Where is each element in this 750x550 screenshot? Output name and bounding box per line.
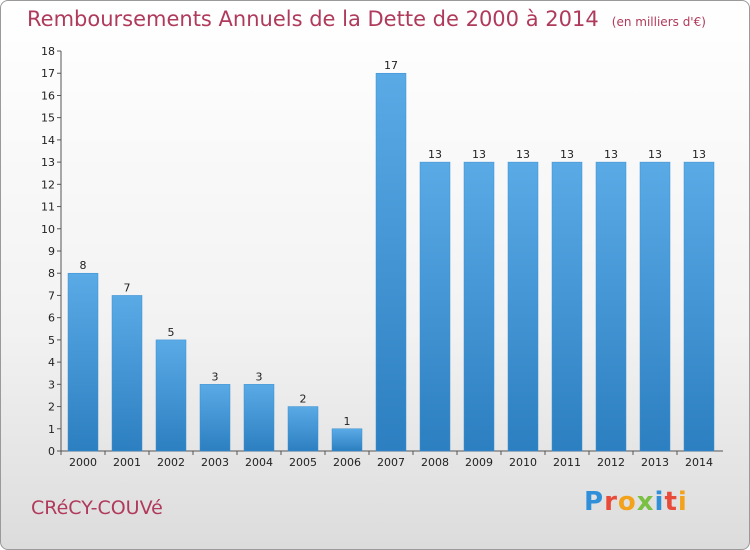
bar-value-label: 17 — [384, 59, 398, 72]
y-tick-label: 0 — [48, 445, 55, 458]
bar-value-label: 13 — [692, 148, 706, 161]
x-tick-label: 2006 — [333, 456, 361, 469]
y-tick-label: 16 — [41, 89, 55, 102]
bar-value-label: 13 — [604, 148, 618, 161]
bar — [639, 161, 671, 452]
x-tick-label: 2013 — [641, 456, 669, 469]
bar-value-label: 13 — [648, 148, 662, 161]
x-tick-label: 2001 — [113, 456, 141, 469]
y-tick-label: 9 — [48, 245, 55, 258]
bar-value-label: 13 — [428, 148, 442, 161]
y-tick-label: 10 — [41, 223, 55, 236]
chart-unit: (en milliers d'€) — [611, 15, 706, 29]
y-tick-label: 17 — [41, 67, 55, 80]
bar-value-label: 13 — [516, 148, 530, 161]
bar — [243, 384, 275, 452]
y-tick-label: 18 — [41, 45, 55, 58]
chart-title-block: Remboursements Annuels de la Dette de 20… — [27, 7, 706, 31]
bar — [331, 428, 363, 452]
x-tick-label: 2007 — [377, 456, 405, 469]
bar — [375, 72, 407, 452]
bar-value-label: 13 — [472, 148, 486, 161]
y-tick-label: 7 — [48, 289, 55, 302]
bar — [463, 161, 495, 452]
bar-value-label: 2 — [300, 393, 307, 406]
bar-value-label: 1 — [344, 415, 351, 428]
bar — [199, 384, 231, 452]
x-tick-label: 2005 — [289, 456, 317, 469]
bar — [419, 161, 451, 452]
y-tick-label: 13 — [41, 156, 55, 169]
bar — [287, 406, 319, 452]
y-tick-label: 2 — [48, 401, 55, 414]
x-tick-label: 2009 — [465, 456, 493, 469]
y-tick-label: 8 — [48, 267, 55, 280]
y-tick-label: 4 — [48, 356, 55, 369]
bar — [507, 161, 539, 452]
x-tick-label: 2000 — [69, 456, 97, 469]
x-tick-label: 2008 — [421, 456, 449, 469]
y-tick-label: 6 — [48, 312, 55, 325]
x-tick-label: 2004 — [245, 456, 273, 469]
x-tick-label: 2011 — [553, 456, 581, 469]
x-tick-label: 2010 — [509, 456, 537, 469]
bar — [683, 161, 715, 452]
bar-value-label: 8 — [80, 259, 87, 272]
x-tick-label: 2002 — [157, 456, 185, 469]
commune-name: CRéCY-COUVé — [31, 497, 163, 519]
y-tick-label: 11 — [41, 201, 55, 214]
bar — [67, 272, 99, 452]
y-tick-label: 5 — [48, 334, 55, 347]
bar-value-label: 3 — [256, 370, 263, 383]
x-tick-label: 2012 — [597, 456, 625, 469]
x-tick-label: 2003 — [201, 456, 229, 469]
proxiti-logo: Proxiti — [584, 487, 688, 517]
bar — [595, 161, 627, 452]
y-tick-label: 15 — [41, 112, 55, 125]
bar-value-label: 5 — [168, 326, 175, 339]
y-tick-label: 14 — [41, 134, 55, 147]
chart-title: Remboursements Annuels de la Dette de 20… — [27, 7, 599, 31]
bar — [111, 295, 143, 452]
y-tick-label: 12 — [41, 178, 55, 191]
y-tick-label: 3 — [48, 378, 55, 391]
bar-value-label: 3 — [212, 370, 219, 383]
bar — [155, 339, 187, 452]
bar-value-label: 7 — [124, 281, 131, 294]
y-tick-label: 1 — [48, 423, 55, 436]
x-tick-label: 2014 — [685, 456, 713, 469]
bar-value-label: 13 — [560, 148, 574, 161]
bar — [551, 161, 583, 452]
